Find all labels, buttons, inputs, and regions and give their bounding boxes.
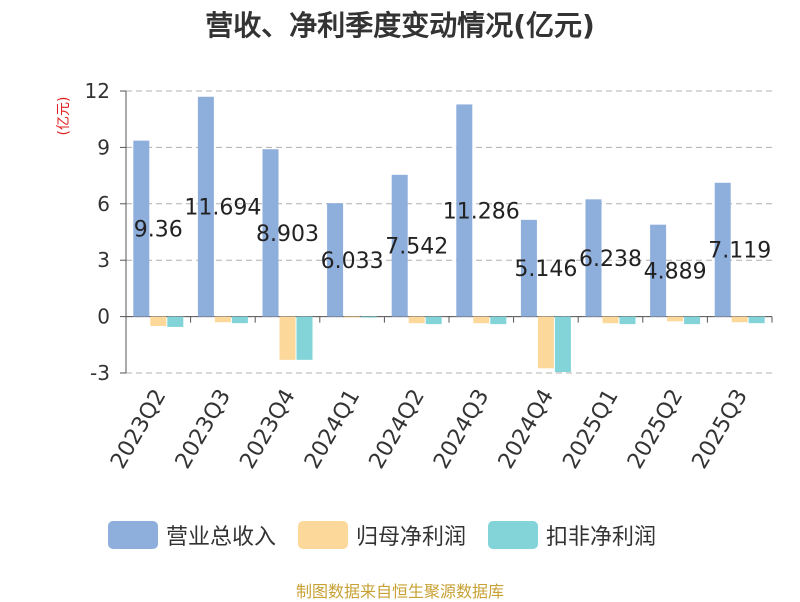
legend-swatch-revenue [108,521,158,549]
bar-deducted-profit[interactable] [167,316,184,327]
bar-revenue[interactable] [456,104,473,317]
bar-revenue[interactable] [133,140,150,317]
bar-deducted-profit[interactable] [296,316,313,360]
data-label: 9.36 [134,218,183,243]
data-label: 4.889 [644,260,707,285]
bar-deducted-profit[interactable] [361,316,378,318]
legend-swatch-net-profit [298,521,349,549]
legend-item-revenue[interactable]: 营业总收入 [108,519,276,551]
y-tick-label: 0 [97,305,110,329]
bar-revenue[interactable] [650,224,667,317]
y-tick-label: 6 [97,192,110,216]
y-tick-label: 9 [97,135,110,159]
bar-deducted-profit[interactable] [231,316,248,324]
x-tick-label: 2024Q1 [300,385,365,473]
x-tick-label: 2023Q4 [235,385,300,473]
y-tick-label: 12 [85,79,110,103]
y-tick-label: -3 [90,361,110,385]
bar-net-profit[interactable] [408,316,425,324]
x-tick-label: 2024Q2 [365,385,430,473]
legend-label-revenue: 营业总收入 [166,525,277,550]
bar-net-profit[interactable] [731,316,748,323]
bar-net-profit[interactable] [344,316,361,318]
data-label: 8.903 [256,222,319,247]
bar-revenue[interactable] [520,219,537,317]
data-label: 6.033 [321,249,384,274]
bar-deducted-profit[interactable] [554,316,571,373]
data-label: 7.542 [385,235,448,260]
bar-net-profit[interactable] [150,316,167,326]
bar-revenue[interactable] [391,174,408,317]
data-label: 11.694 [184,196,261,221]
bar-revenue[interactable] [262,149,279,317]
x-tick-label: 2025Q1 [558,385,623,473]
bar-revenue[interactable] [714,182,731,317]
data-label: 6.238 [579,247,642,272]
legend-label-deducted-profit: 扣非净利润 [546,525,657,550]
bar-net-profit[interactable] [214,316,231,323]
bar-net-profit[interactable] [279,316,296,360]
data-label: 11.286 [443,200,520,225]
legend-swatch-deducted-profit [488,521,539,549]
x-tick-label: 2024Q4 [494,385,559,473]
bar-revenue[interactable] [327,203,344,317]
chart-title: 营收、净利季度变动情况(亿元) [205,9,595,42]
bar-net-profit[interactable] [473,316,490,324]
legend: 营业总收入 归母净利润 扣非净利润 [108,519,678,551]
data-label: 7.119 [708,239,771,264]
x-tick-label: 2024Q3 [429,385,494,473]
data-label: 5.146 [514,257,577,282]
bar-deducted-profit[interactable] [619,316,636,325]
bar-deducted-profit[interactable] [425,316,442,325]
y-axis-unit-label: (亿元) [56,97,72,136]
x-tick-label: 2023Q3 [171,385,236,473]
bar-deducted-profit[interactable] [684,316,701,325]
source-note: 制图数据来自恒生聚源数据库 [295,582,504,601]
bar-revenue[interactable] [585,199,602,317]
x-tick-label: 2023Q2 [106,385,171,473]
bar-net-profit[interactable] [667,316,684,322]
y-tick-label: 3 [97,248,110,272]
x-tick-label: 2025Q2 [623,385,688,473]
legend-item-net-profit[interactable]: 归母净利润 [298,519,466,551]
x-tick-label: 2025Q3 [688,385,753,473]
bar-net-profit[interactable] [602,316,619,324]
bar-net-profit[interactable] [537,316,554,369]
bar-deducted-profit[interactable] [490,316,507,325]
legend-item-deducted-profit[interactable]: 扣非净利润 [488,519,656,551]
bar-revenue[interactable] [197,96,214,317]
legend-label-net-profit: 归母净利润 [356,525,467,550]
bar-deducted-profit[interactable] [748,316,765,324]
